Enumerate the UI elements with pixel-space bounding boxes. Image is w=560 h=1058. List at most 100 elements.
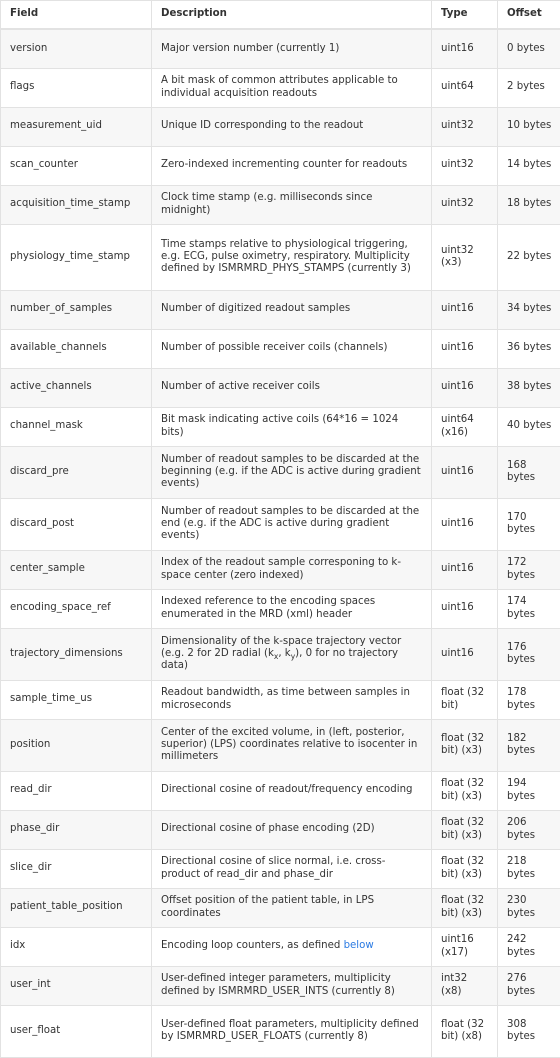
table-row: scan_counter Zero-indexed incrementing co… <box>0 145 560 186</box>
offset-cell: 0 bytes <box>497 28 560 69</box>
table-row: read_dir Directional cosine of readout/fr… <box>0 770 560 811</box>
table-row: flags A bit mask of common attributes app… <box>0 67 560 108</box>
type-cell: uint32 <box>431 106 498 147</box>
table-row: active_channels Number of active receiver… <box>0 367 560 408</box>
type-cell: uint64 (x16) <box>431 406 498 447</box>
field-cell: patient_table_position <box>0 887 152 928</box>
type-cell: uint16 (x17) <box>431 926 498 967</box>
table-row: discard_pre Number of readout samples to … <box>0 445 560 499</box>
field-cell: available_channels <box>0 328 152 369</box>
field-cell: number_of_samples <box>0 289 152 330</box>
type-cell: uint16 <box>431 549 498 590</box>
description-cell: Offset position of the patient table, in… <box>151 887 432 928</box>
offset-cell: 194 bytes <box>497 770 560 811</box>
offset-cell: 182 bytes <box>497 718 560 772</box>
column-header-description: Description <box>151 0 432 30</box>
table-row: phase_dir Directional cosine of phase enc… <box>0 809 560 850</box>
table-row: physiology_time_stamp Time stamps relativ… <box>0 223 560 291</box>
field-cell: user_int <box>0 965 152 1006</box>
offset-cell: 176 bytes <box>497 627 560 681</box>
type-cell: uint16 <box>431 367 498 408</box>
field-cell: center_sample <box>0 549 152 590</box>
description-cell: Directional cosine of phase encoding (2D… <box>151 809 432 850</box>
type-cell: float (32 bit) (x8) <box>431 1004 498 1058</box>
field-cell: acquisition_time_stamp <box>0 184 152 225</box>
offset-cell: 206 bytes <box>497 809 560 850</box>
below-link[interactable]: below <box>343 940 374 952</box>
field-cell: scan_counter <box>0 145 152 186</box>
description-text: Encoding loop counters, as defined <box>161 940 341 952</box>
offset-cell: 38 bytes <box>497 367 560 408</box>
description-cell: A bit mask of common attributes applicab… <box>151 67 432 108</box>
offset-cell: 36 bytes <box>497 328 560 369</box>
type-cell: uint16 <box>431 588 498 629</box>
description-cell: Major version number (currently 1) <box>151 28 432 69</box>
table-row: acquisition_time_stamp Clock time stamp (… <box>0 184 560 225</box>
table-row: measurement_uid Unique ID corresponding t… <box>0 106 560 147</box>
field-cell: measurement_uid <box>0 106 152 147</box>
field-cell: version <box>0 28 152 69</box>
offset-cell: 308 bytes <box>497 1004 560 1058</box>
type-cell: uint32 <box>431 145 498 186</box>
description-cell: Directional cosine of readout/frequency … <box>151 770 432 811</box>
table-row: user_float User-defined float parameters,… <box>0 1004 560 1058</box>
field-cell: user_float <box>0 1004 152 1058</box>
offset-cell: 22 bytes <box>497 223 560 291</box>
type-cell: uint64 <box>431 67 498 108</box>
description-cell: Number of digitized readout samples <box>151 289 432 330</box>
subscript-x: x <box>273 651 279 661</box>
column-header-field: Field <box>0 0 152 30</box>
field-cell: phase_dir <box>0 809 152 850</box>
type-cell: float (32 bit) (x3) <box>431 887 498 928</box>
table-row: user_int User-defined integer parameters,… <box>0 965 560 1006</box>
description-cell: Center of the excited volume, in (left, … <box>151 718 432 772</box>
type-cell: uint16 <box>431 445 498 499</box>
table-row: slice_dir Directional cosine of slice nor… <box>0 848 560 889</box>
description-cell: Encoding loop counters, as defined below <box>151 926 432 967</box>
field-cell: discard_post <box>0 497 152 551</box>
type-cell: uint32 <box>431 184 498 225</box>
offset-cell: 172 bytes <box>497 549 560 590</box>
description-text: , k <box>278 647 291 659</box>
type-cell: float (32 bit) <box>431 679 498 720</box>
table-row: available_channels Number of possible rec… <box>0 328 560 369</box>
type-cell: float (32 bit) (x3) <box>431 848 498 889</box>
description-cell: Time stamps relative to physiological tr… <box>151 223 432 291</box>
table-row: channel_mask Bit mask indicating active c… <box>0 406 560 447</box>
type-cell: float (32 bit) (x3) <box>431 809 498 850</box>
type-cell: uint32 (x3) <box>431 223 498 291</box>
offset-cell: 34 bytes <box>497 289 560 330</box>
offset-cell: 170 bytes <box>497 497 560 551</box>
table-row: position Center of the excited volume, in… <box>0 718 560 772</box>
field-cell: trajectory_dimensions <box>0 627 152 681</box>
description-text: Dimensionality of the k-space trajectory… <box>161 635 402 659</box>
description-cell: Number of possible receiver coils (chann… <box>151 328 432 369</box>
type-cell: uint16 <box>431 28 498 69</box>
field-cell: sample_time_us <box>0 679 152 720</box>
offset-cell: 168 bytes <box>497 445 560 499</box>
field-cell: physiology_time_stamp <box>0 223 152 291</box>
description-cell: Unique ID corresponding to the readout <box>151 106 432 147</box>
offset-cell: 242 bytes <box>497 926 560 967</box>
field-cell: active_channels <box>0 367 152 408</box>
column-header-type: Type <box>431 0 498 30</box>
offset-cell: 174 bytes <box>497 588 560 629</box>
field-cell: discard_pre <box>0 445 152 499</box>
table-row: center_sample Index of the readout sample… <box>0 549 560 590</box>
description-cell: Directional cosine of slice normal, i.e.… <box>151 848 432 889</box>
type-cell: uint16 <box>431 289 498 330</box>
table-row: version Major version number (currently 1… <box>0 28 560 69</box>
table-row: idx Encoding loop counters, as defined be… <box>0 926 560 967</box>
offset-cell: 10 bytes <box>497 106 560 147</box>
table-row: discard_post Number of readout samples to… <box>0 497 560 551</box>
offset-cell: 218 bytes <box>497 848 560 889</box>
table-row: patient_table_position Offset position of… <box>0 887 560 928</box>
description-cell: Readout bandwidth, as time between sampl… <box>151 679 432 720</box>
field-cell: read_dir <box>0 770 152 811</box>
field-cell: position <box>0 718 152 772</box>
type-cell: float (32 bit) (x3) <box>431 718 498 772</box>
description-cell: Zero-indexed incrementing counter for re… <box>151 145 432 186</box>
field-cell: idx <box>0 926 152 967</box>
offset-cell: 2 bytes <box>497 67 560 108</box>
